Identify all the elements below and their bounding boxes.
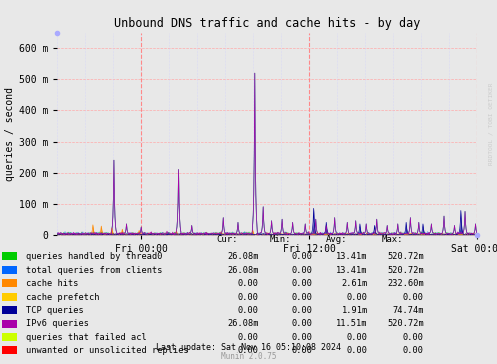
Text: 0.00: 0.00: [238, 333, 258, 342]
Text: IPv6 queries: IPv6 queries: [26, 320, 89, 328]
Text: 2.61m: 2.61m: [341, 279, 368, 288]
Text: unwanted or unsolicited replies: unwanted or unsolicited replies: [26, 347, 188, 355]
Text: 520.72m: 520.72m: [387, 320, 424, 328]
Text: Munin 2.0.75: Munin 2.0.75: [221, 352, 276, 361]
Text: 232.60m: 232.60m: [387, 279, 424, 288]
Text: 1.91m: 1.91m: [341, 306, 368, 315]
Text: 0.00: 0.00: [238, 347, 258, 355]
Text: 0.00: 0.00: [291, 320, 312, 328]
Text: 26.08m: 26.08m: [227, 266, 258, 274]
Text: 0.00: 0.00: [238, 279, 258, 288]
Text: 0.00: 0.00: [403, 333, 424, 342]
Text: 0.00: 0.00: [291, 333, 312, 342]
Text: 0.00: 0.00: [347, 347, 368, 355]
Text: 0.00: 0.00: [291, 347, 312, 355]
Text: 13.41m: 13.41m: [336, 266, 368, 274]
Text: cache hits: cache hits: [26, 279, 79, 288]
Text: TCP queries: TCP queries: [26, 306, 83, 315]
Y-axis label: queries / second: queries / second: [4, 87, 14, 181]
Text: 74.74m: 74.74m: [393, 306, 424, 315]
Text: 520.72m: 520.72m: [387, 252, 424, 261]
Text: 0.00: 0.00: [291, 293, 312, 301]
Text: cache prefetch: cache prefetch: [26, 293, 99, 301]
Text: 0.00: 0.00: [291, 306, 312, 315]
Text: Last update: Sat Nov 16 05:10:08 2024: Last update: Sat Nov 16 05:10:08 2024: [156, 343, 341, 352]
Text: 11.51m: 11.51m: [336, 320, 368, 328]
Text: 0.00: 0.00: [291, 266, 312, 274]
Text: total queries from clients: total queries from clients: [26, 266, 163, 274]
Text: 0.00: 0.00: [238, 293, 258, 301]
Text: 520.72m: 520.72m: [387, 266, 424, 274]
Text: 0.00: 0.00: [403, 293, 424, 301]
Text: 13.41m: 13.41m: [336, 252, 368, 261]
Text: Min:: Min:: [270, 235, 291, 244]
Text: 26.08m: 26.08m: [227, 252, 258, 261]
Text: 0.00: 0.00: [347, 333, 368, 342]
Text: Cur:: Cur:: [216, 235, 238, 244]
Text: Avg:: Avg:: [326, 235, 347, 244]
Text: RRDTOOL / TOBI OETIKER: RRDTOOL / TOBI OETIKER: [489, 83, 494, 165]
Text: 26.08m: 26.08m: [227, 320, 258, 328]
Text: Max:: Max:: [382, 235, 403, 244]
Text: 0.00: 0.00: [291, 252, 312, 261]
Title: Unbound DNS traffic and cache hits - by day: Unbound DNS traffic and cache hits - by …: [114, 17, 420, 30]
Text: 0.00: 0.00: [403, 347, 424, 355]
Text: 0.00: 0.00: [238, 306, 258, 315]
Text: queries that failed acl: queries that failed acl: [26, 333, 147, 342]
Text: queries handled by thread0: queries handled by thread0: [26, 252, 163, 261]
Text: 0.00: 0.00: [347, 293, 368, 301]
Text: 0.00: 0.00: [291, 279, 312, 288]
